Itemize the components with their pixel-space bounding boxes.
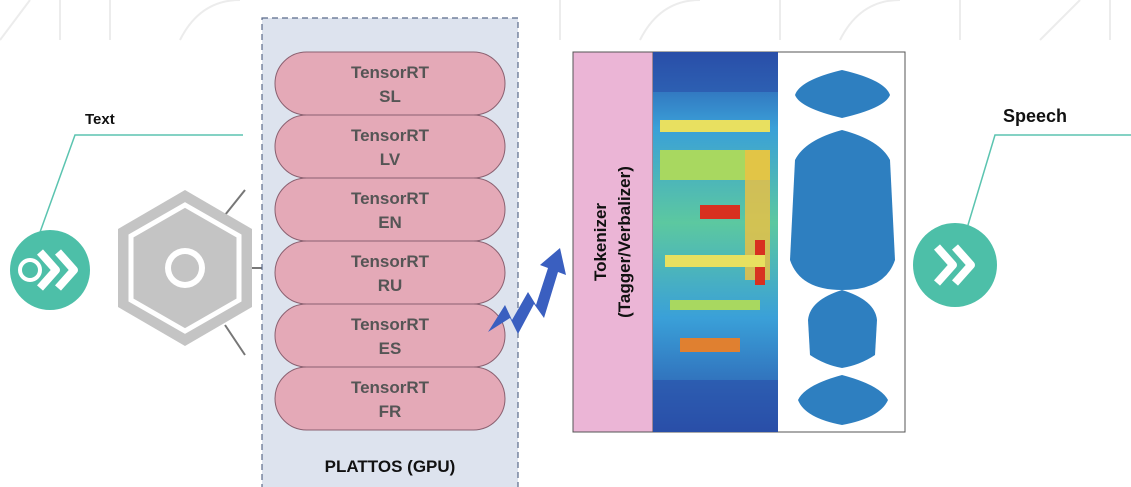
module-engine: TensorRT: [351, 252, 430, 271]
background-pattern: [0, 0, 1110, 40]
diagram: Text TensorRT SL TensorRT LV TensorRT EN Tenso…: [0, 0, 1131, 487]
module-engine: TensorRT: [351, 63, 430, 82]
module-language: FR: [379, 402, 402, 421]
module-engine: TensorRT: [351, 189, 430, 208]
module-language: RU: [378, 276, 403, 295]
processor-icon: [118, 190, 262, 355]
spectrogram: [653, 52, 778, 432]
module-engine: TensorRT: [351, 126, 430, 145]
tokenizer-label: Tokenizer: [591, 203, 610, 281]
module-language: ES: [379, 339, 402, 358]
module-language: EN: [378, 213, 402, 232]
module-language: LV: [380, 150, 401, 169]
module-engine: TensorRT: [351, 315, 430, 334]
input-label: Text: [85, 111, 115, 128]
output-label: Speech: [1003, 106, 1067, 126]
gpu-title: PLATTOS (GPU): [325, 457, 456, 476]
tokenizer-sublabel: (Tagger/Verbalizer): [615, 166, 634, 318]
output-connector: [968, 135, 1131, 225]
module-language: SL: [379, 87, 401, 106]
module-engine: TensorRT: [351, 378, 430, 397]
tokenizer-box: [573, 52, 653, 432]
